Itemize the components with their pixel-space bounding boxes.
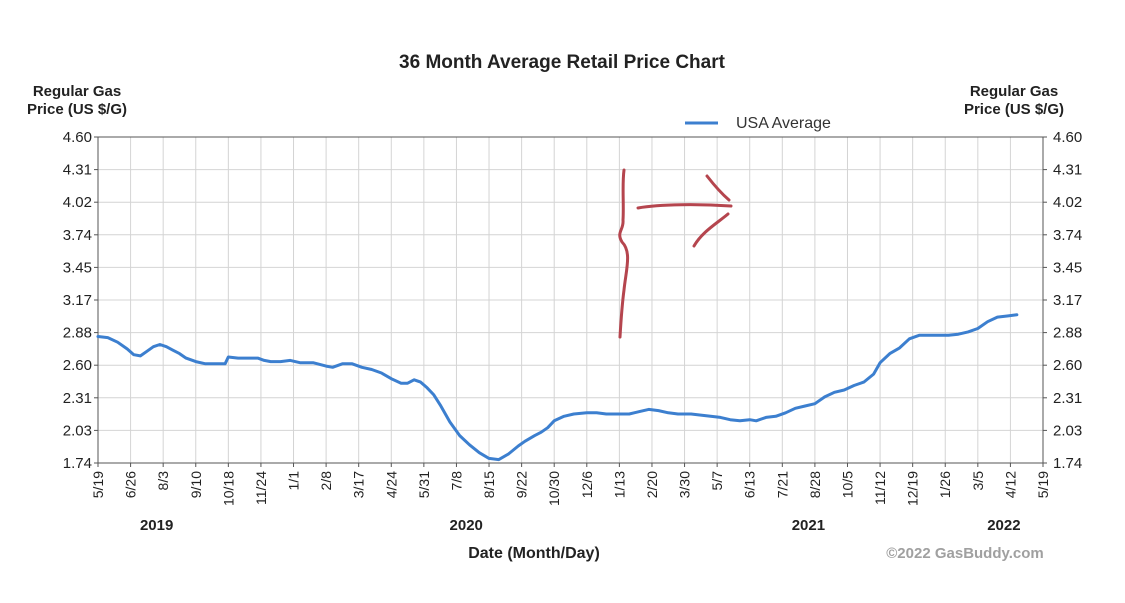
y-tick-label-left: 3.45 bbox=[63, 259, 92, 276]
x-tick-label: 4/24 bbox=[383, 471, 399, 498]
x-tick-label: 7/8 bbox=[448, 471, 464, 491]
left-axis-label-line2: Price (US $/G) bbox=[27, 101, 127, 118]
x-tick-label: 3/5 bbox=[970, 471, 986, 491]
hand-drawn-annotation bbox=[618, 168, 733, 339]
x-tick-label: 11/12 bbox=[872, 471, 888, 505]
x-tick-label: 1/13 bbox=[611, 471, 627, 498]
chart-title: 36 Month Average Retail Price Chart bbox=[399, 52, 726, 73]
x-axis-ticks: 5/19 6/26 8/3 9/10 10/18 11/24 1/1 2/8 3/17 4/24 5… bbox=[90, 463, 1051, 506]
y-tick-label-left: 4.31 bbox=[63, 162, 92, 179]
y-tick-label-left: 1.74 bbox=[63, 455, 92, 472]
x-tick-label: 6/26 bbox=[123, 471, 139, 498]
x-tick-label: 5/19 bbox=[90, 471, 106, 498]
x-tick-label: 12/6 bbox=[579, 471, 595, 498]
gasbuddy-watermark: ©2022 GasBuddy.com bbox=[886, 545, 1044, 562]
x-tick-label: 3/17 bbox=[351, 471, 367, 498]
y-tick-label-left: 2.88 bbox=[63, 325, 92, 342]
y-tick-label-right: 2.60 bbox=[1053, 357, 1082, 374]
right-axis-label-line2: Price (US $/G) bbox=[964, 101, 1064, 118]
x-tick-label: 4/12 bbox=[1002, 471, 1018, 498]
x-tick-label: 9/22 bbox=[514, 471, 530, 498]
x-tick-label: 10/30 bbox=[546, 471, 562, 506]
x-tick-label: 5/7 bbox=[709, 471, 725, 491]
annotation-vertical-stroke bbox=[618, 168, 630, 339]
y-tick-label-left: 2.31 bbox=[63, 390, 92, 407]
y-tick-label-left: 2.03 bbox=[63, 422, 92, 439]
x-tick-label: 8/15 bbox=[481, 471, 497, 498]
legend: USA Average bbox=[685, 115, 831, 132]
y-tick-label-left: 4.60 bbox=[63, 129, 92, 146]
y-tick-label-right: 4.60 bbox=[1053, 129, 1082, 146]
legend-label: USA Average bbox=[736, 115, 831, 132]
y-tick-label-right: 4.02 bbox=[1053, 194, 1082, 211]
x-tick-label: 1/26 bbox=[937, 471, 953, 498]
x-tick-label: 7/21 bbox=[774, 471, 790, 498]
x-tick-label: 3/30 bbox=[677, 471, 693, 498]
y-tick-label-left: 4.02 bbox=[63, 194, 92, 211]
right-axis-label-line1: Regular Gas bbox=[970, 83, 1058, 100]
annotation-arrow-head-upper bbox=[705, 174, 731, 202]
x-tick-label: 10/5 bbox=[839, 471, 855, 498]
y-tick-label-right: 2.88 bbox=[1053, 325, 1082, 342]
x-tick-label: 8/28 bbox=[807, 471, 823, 498]
x-tick-label: 2/20 bbox=[644, 471, 660, 498]
x-tick-label: 12/19 bbox=[905, 471, 921, 506]
x-tick-label: 2/8 bbox=[318, 471, 334, 491]
year-label: 2022 bbox=[987, 517, 1020, 534]
x-axis-title: Date (Month/Day) bbox=[468, 545, 600, 562]
left-axis-label-line1: Regular Gas bbox=[33, 83, 121, 100]
right-y-axis-ticks: 4.60 4.31 4.02 3.74 3.45 3.17 2.88 2.60 2.31 2.03… bbox=[1043, 129, 1082, 472]
year-label: 2021 bbox=[792, 517, 825, 534]
x-tick-label: 10/18 bbox=[220, 471, 236, 506]
y-tick-label-left: 2.60 bbox=[63, 357, 92, 374]
usa-average-line bbox=[96, 313, 1019, 462]
year-labels: 2019 2020 2021 2022 bbox=[140, 517, 1021, 534]
y-tick-label-left: 3.17 bbox=[63, 292, 92, 309]
x-tick-label: 11/24 bbox=[253, 471, 269, 505]
x-tick-label: 8/3 bbox=[155, 471, 171, 491]
y-tick-label-right: 1.74 bbox=[1053, 455, 1082, 472]
x-tick-label: 6/13 bbox=[742, 471, 758, 498]
y-tick-label-right: 2.31 bbox=[1053, 390, 1082, 407]
y-tick-label-right: 3.74 bbox=[1053, 227, 1082, 244]
y-tick-label-right: 3.17 bbox=[1053, 292, 1082, 309]
y-tick-label-right: 3.45 bbox=[1053, 259, 1082, 276]
annotation-arrow-head-lower bbox=[692, 212, 730, 248]
y-tick-label-right: 4.31 bbox=[1053, 162, 1082, 179]
left-y-axis-ticks: 4.60 4.31 4.02 3.74 3.45 3.17 2.88 2.60 2.31 2.03… bbox=[63, 129, 98, 472]
year-label: 2019 bbox=[140, 517, 173, 534]
x-tick-label: 5/19 bbox=[1035, 471, 1051, 498]
y-tick-label-right: 2.03 bbox=[1053, 422, 1082, 439]
x-tick-label: 5/31 bbox=[416, 471, 432, 498]
x-tick-label: 9/10 bbox=[188, 471, 204, 498]
y-tick-label-left: 3.74 bbox=[63, 227, 92, 244]
annotation-arrow-shaft bbox=[636, 203, 733, 210]
year-label: 2020 bbox=[450, 517, 483, 534]
x-tick-label: 1/1 bbox=[286, 471, 302, 491]
